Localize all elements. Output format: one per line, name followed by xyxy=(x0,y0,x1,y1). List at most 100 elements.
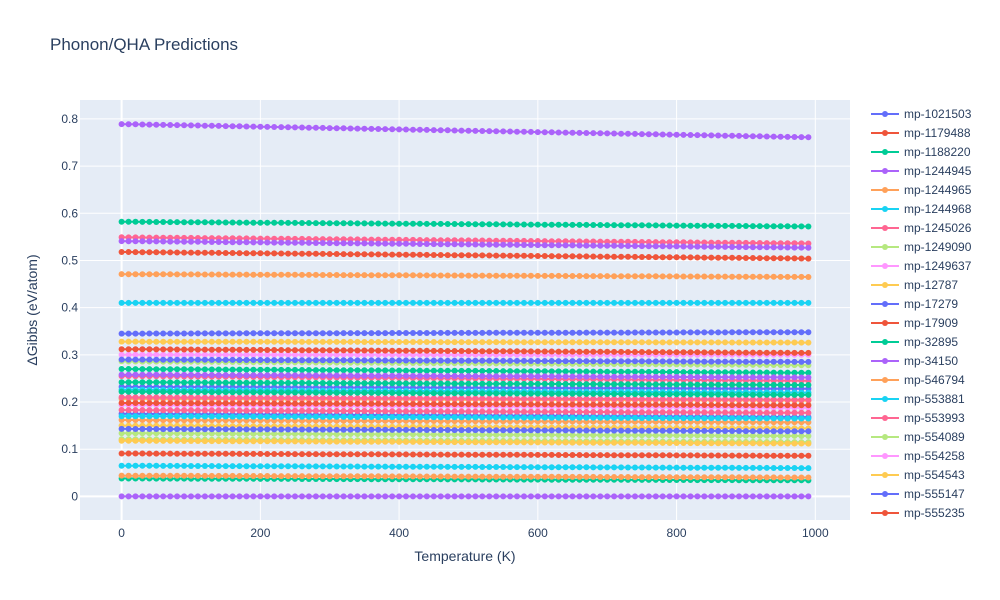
data-point xyxy=(257,271,264,278)
x-tick-label: 600 xyxy=(528,526,548,540)
data-point xyxy=(694,243,701,250)
legend-item[interactable]: mp-12787 xyxy=(871,278,958,292)
legend-item[interactable]: mp-1244968 xyxy=(871,202,972,216)
legend-item[interactable]: mp-17279 xyxy=(871,297,958,311)
series-mp-17909[interactable] xyxy=(118,346,812,356)
series-mp-1245026[interactable] xyxy=(118,234,812,247)
legend-item[interactable]: mp-1245026 xyxy=(871,221,972,235)
data-point xyxy=(736,329,742,336)
data-point xyxy=(181,394,188,401)
legend-item[interactable]: mp-1188220 xyxy=(871,145,971,159)
legend-item[interactable]: mp-1179488 xyxy=(871,126,971,140)
legend-item[interactable]: mp-34150 xyxy=(871,354,958,368)
data-point xyxy=(749,299,756,306)
legend-item[interactable]: mp-553993 xyxy=(871,411,965,425)
series-mp-553881[interactable] xyxy=(118,462,812,472)
data-point xyxy=(340,125,347,132)
data-point xyxy=(174,219,181,226)
series-trace-30[interactable] xyxy=(118,400,812,409)
data-point xyxy=(250,450,257,457)
data-point xyxy=(521,401,527,408)
legend-item[interactable]: mp-554089 xyxy=(871,430,965,444)
legend-item[interactable]: mp-554258 xyxy=(871,449,965,463)
data-point xyxy=(188,379,194,386)
legend-item[interactable]: mp-555147 xyxy=(871,487,965,501)
series-mp-34150[interactable] xyxy=(118,238,812,251)
series-mp-1188220[interactable] xyxy=(118,218,812,230)
data-point xyxy=(194,238,201,245)
data-point xyxy=(188,438,194,444)
data-point xyxy=(638,439,645,446)
legend-item[interactable]: mp-1249090 xyxy=(871,240,972,254)
data-point xyxy=(590,395,597,402)
data-point xyxy=(215,356,222,363)
data-point xyxy=(285,413,292,420)
series-mp-1244968[interactable] xyxy=(118,299,812,306)
series-mp-555235[interactable] xyxy=(118,450,812,459)
legend-item[interactable]: mp-555235 xyxy=(871,506,965,520)
data-point xyxy=(597,439,604,446)
series-trace-35[interactable] xyxy=(118,394,812,403)
series-mp-32895[interactable] xyxy=(118,366,812,376)
data-point xyxy=(326,372,333,379)
legend-item[interactable]: mp-17909 xyxy=(871,316,958,330)
data-point xyxy=(451,348,458,354)
series-trace-34[interactable] xyxy=(118,413,812,422)
legend-item[interactable]: mp-553881 xyxy=(871,392,965,406)
data-point xyxy=(146,388,153,395)
data-point xyxy=(236,330,243,337)
data-point xyxy=(125,450,132,457)
legend-item[interactable]: mp-32895 xyxy=(871,335,958,349)
data-point xyxy=(701,243,708,250)
data-point xyxy=(666,396,673,403)
data-point xyxy=(541,427,548,434)
series-trace-28[interactable] xyxy=(118,437,812,447)
data-point xyxy=(444,380,451,387)
series-trace-26[interactable] xyxy=(118,407,812,416)
data-point xyxy=(423,272,430,279)
series-trace-36[interactable] xyxy=(118,388,812,398)
legend-item[interactable]: mp-1249637 xyxy=(871,259,972,273)
series-mp-1244945[interactable] xyxy=(118,121,812,141)
data-point xyxy=(153,366,160,373)
series-trace-33[interactable] xyxy=(118,472,812,481)
data-point xyxy=(756,464,763,471)
data-point xyxy=(611,401,618,408)
data-point xyxy=(160,330,167,337)
data-point xyxy=(257,219,264,226)
data-point xyxy=(278,463,285,470)
data-point xyxy=(521,414,527,421)
data-point xyxy=(285,451,292,457)
series-mp-1021503[interactable] xyxy=(118,329,812,337)
series-trace-37[interactable] xyxy=(118,425,812,435)
data-point xyxy=(292,438,298,445)
series-mp-1179488[interactable] xyxy=(118,249,812,262)
series-trace-32[interactable] xyxy=(118,371,812,381)
legend-item[interactable]: mp-554543 xyxy=(871,468,965,482)
data-point xyxy=(632,401,638,408)
series-trace-25[interactable] xyxy=(118,386,812,396)
series-mp-1244965[interactable] xyxy=(118,271,812,280)
data-point xyxy=(257,250,264,257)
legend-item[interactable]: mp-546794 xyxy=(871,373,965,387)
series-mp-12787[interactable] xyxy=(118,338,812,346)
data-point xyxy=(645,452,652,459)
data-point xyxy=(229,346,236,353)
data-point xyxy=(534,414,541,421)
legend-item[interactable]: mp-1244945 xyxy=(871,164,972,178)
series-trace-27[interactable] xyxy=(118,430,812,439)
series-trace-29[interactable] xyxy=(118,356,812,365)
legend-item[interactable]: mp-1244965 xyxy=(871,183,972,197)
data-point xyxy=(326,272,333,278)
data-point xyxy=(784,465,791,471)
data-point xyxy=(555,408,562,415)
x-tick-label: 1000 xyxy=(802,526,829,540)
legend-item[interactable]: mp-1021503 xyxy=(871,107,972,121)
series-trace-22[interactable] xyxy=(118,379,812,388)
data-point xyxy=(153,430,160,437)
data-point xyxy=(507,329,514,336)
legend-swatch-marker xyxy=(882,301,888,307)
series-trace-23[interactable] xyxy=(118,493,812,500)
data-point xyxy=(791,134,798,140)
data-point xyxy=(299,394,305,401)
